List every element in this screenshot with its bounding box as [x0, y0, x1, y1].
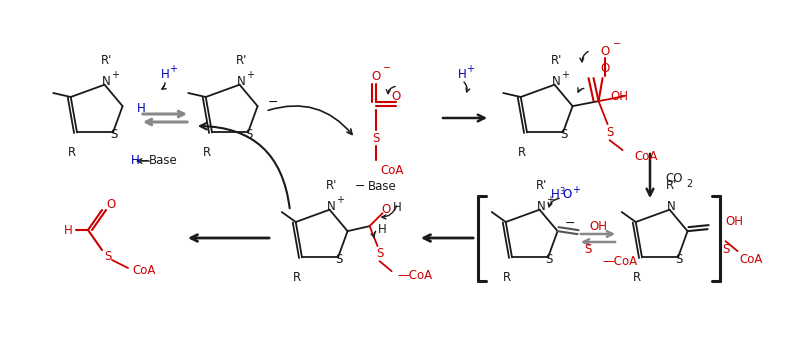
Text: H: H	[458, 68, 466, 80]
Text: R: R	[203, 146, 211, 159]
Text: H: H	[137, 101, 146, 115]
Text: R': R'	[536, 179, 547, 192]
Text: R: R	[503, 271, 511, 284]
Text: O: O	[391, 89, 401, 103]
Text: S: S	[584, 243, 591, 256]
Text: −: −	[354, 179, 366, 193]
Text: −: −	[383, 63, 391, 73]
Text: S: S	[560, 128, 568, 141]
Text: S: S	[104, 250, 111, 262]
Text: R': R'	[101, 54, 112, 67]
Text: CO: CO	[665, 172, 682, 184]
Text: N: N	[552, 75, 561, 88]
Text: CoA: CoA	[380, 163, 403, 177]
Text: S: S	[110, 128, 118, 141]
Text: S: S	[372, 131, 380, 145]
Text: N: N	[667, 200, 676, 213]
Text: OH: OH	[590, 220, 607, 232]
Text: O: O	[562, 188, 572, 200]
Text: CoA: CoA	[132, 265, 155, 277]
Text: S: S	[376, 247, 383, 260]
Text: N: N	[102, 75, 111, 88]
Text: −: −	[138, 155, 150, 168]
Text: R: R	[633, 271, 641, 284]
Text: O: O	[371, 69, 381, 83]
Text: N: N	[238, 75, 246, 88]
Text: OH: OH	[610, 90, 629, 103]
Text: 2: 2	[686, 179, 692, 189]
Text: +: +	[546, 195, 554, 205]
Text: H: H	[393, 201, 402, 214]
Text: CoA: CoA	[634, 150, 658, 163]
Text: O: O	[381, 203, 390, 216]
Text: R: R	[68, 146, 76, 159]
Text: S: S	[246, 128, 253, 141]
Text: +: +	[246, 70, 254, 80]
Text: S: S	[546, 253, 553, 266]
Text: S: S	[606, 126, 614, 138]
Text: R': R'	[326, 179, 338, 192]
Text: S: S	[722, 243, 730, 256]
Text: R': R'	[551, 54, 562, 67]
Text: N: N	[538, 200, 546, 213]
Text: —CoA: —CoA	[602, 255, 638, 268]
Text: +: +	[561, 70, 569, 80]
Text: CoA: CoA	[739, 253, 763, 266]
Text: Base: Base	[368, 179, 397, 193]
Text: R': R'	[236, 54, 247, 67]
Text: H: H	[161, 68, 170, 80]
Text: S: S	[675, 253, 682, 266]
Text: +: +	[169, 64, 177, 74]
Text: OH: OH	[726, 215, 743, 227]
Text: H: H	[64, 224, 72, 236]
Text: R: R	[518, 146, 526, 159]
Text: H: H	[130, 155, 139, 168]
Text: O: O	[106, 198, 115, 210]
Text: +: +	[466, 64, 474, 74]
Text: +: +	[335, 195, 343, 205]
Text: −: −	[267, 96, 278, 109]
Text: R: R	[293, 271, 301, 284]
Text: O: O	[600, 44, 609, 58]
Text: +: +	[572, 185, 580, 195]
Text: R': R'	[666, 179, 678, 192]
Text: N: N	[327, 200, 336, 213]
Text: —CoA: —CoA	[398, 269, 433, 282]
Text: O: O	[600, 62, 609, 75]
Text: H: H	[550, 188, 559, 200]
Text: H: H	[378, 222, 386, 236]
Text: −: −	[613, 39, 621, 49]
Text: +: +	[110, 70, 118, 80]
Text: 3: 3	[559, 188, 565, 197]
Text: S: S	[335, 253, 342, 266]
Text: −: −	[564, 217, 575, 230]
Text: Base: Base	[149, 155, 178, 168]
